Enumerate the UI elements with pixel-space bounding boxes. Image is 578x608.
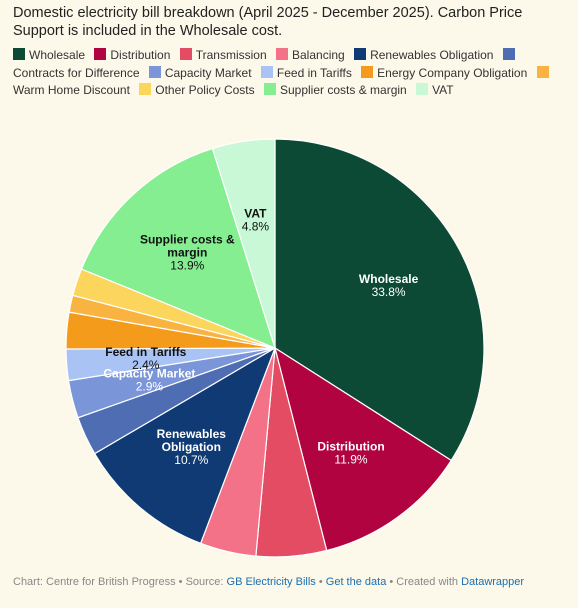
legend-swatch <box>139 83 152 95</box>
legend-swatch <box>536 65 549 78</box>
slice-value-label: 2.9% <box>136 379 164 393</box>
slice-value-label: 2.4% <box>132 358 160 372</box>
pie-slice-wholesale[interactable] <box>274 138 485 462</box>
slice-label: Obligation <box>162 440 221 454</box>
legend-swatch <box>148 65 161 78</box>
slice-label: Supplier costs & <box>140 233 235 247</box>
footer-sep: • <box>315 576 326 588</box>
legend-item: Contracts for Difference <box>13 48 519 80</box>
footer-created-with: • Created with <box>386 576 462 588</box>
legend-item: Transmission <box>179 48 267 62</box>
legend-swatch <box>354 48 367 60</box>
legend-item: Supplier costs & margin <box>263 83 407 97</box>
legend-swatch <box>416 83 429 95</box>
legend-label: VAT <box>432 83 454 97</box>
legend-item: VAT <box>416 83 454 97</box>
legend-label: Wholesale <box>29 48 86 62</box>
legend-swatch <box>263 83 276 95</box>
legend-swatch <box>502 48 515 60</box>
legend-item: Renewables Obligation <box>354 48 493 62</box>
legend-label: Distribution <box>110 48 171 62</box>
slice-value-label: 13.9% <box>170 259 204 273</box>
get-data-link[interactable]: Get the data <box>325 576 387 588</box>
slice-label: Wholesale <box>359 272 419 286</box>
legend-swatch <box>94 48 107 60</box>
chart-legend: Wholesale Distribution Transmission Bala… <box>13 47 558 100</box>
legend-item: Warm Home Discount <box>13 65 553 97</box>
legend-label: Contracts for Difference <box>13 65 140 80</box>
legend-swatch <box>13 48 25 60</box>
legend-swatch <box>361 65 374 78</box>
legend-item: Other Policy Costs <box>139 83 255 97</box>
slice-value-label: 10.7% <box>174 453 208 467</box>
legend-swatch <box>179 48 192 60</box>
slice-label: Capacity Market <box>103 366 195 380</box>
datawrapper-link[interactable]: Datawrapper <box>461 576 525 588</box>
legend-item: Wholesale <box>13 48 85 62</box>
pie-slice-vat[interactable] <box>211 138 276 349</box>
legend-item: Capacity Market <box>148 65 252 80</box>
chart-footer: Chart: Centre for British Progress • Sou… <box>13 576 524 588</box>
slice-label: Feed in Tariffs <box>105 345 186 359</box>
legend-label: Other Policy Costs <box>155 83 255 97</box>
legend-label: Warm Home Discount <box>13 83 130 97</box>
legend-item: Feed in Tariffs <box>260 65 352 80</box>
legend-label: Transmission <box>195 48 267 62</box>
slice-label: Renewables <box>157 427 227 441</box>
legend-item: Energy Company Obligation <box>361 65 528 80</box>
slice-value-label: 11.9% <box>334 453 367 467</box>
slice-label: margin <box>167 246 207 260</box>
legend-item: Distribution <box>94 48 170 62</box>
slice-value-label: 4.8% <box>242 219 270 233</box>
legend-swatch <box>260 65 273 78</box>
legend-label: Balancing <box>292 48 345 62</box>
legend-label: Supplier costs & margin <box>279 83 407 97</box>
legend-label: Energy Company Obligation <box>377 65 528 80</box>
legend-label: Renewables Obligation <box>370 48 494 62</box>
slice-value-label: 33.8% <box>372 285 406 299</box>
pie-slice-distribution[interactable] <box>274 346 453 552</box>
slice-label: VAT <box>244 206 267 220</box>
legend-label: Capacity Market <box>164 65 252 80</box>
footer-credit: Chart: Centre for British Progress • Sou… <box>13 576 227 588</box>
pie-slice-supplier-costs-margin[interactable] <box>80 147 276 350</box>
chart-title: Domestic electricity bill breakdown (Apr… <box>13 5 523 39</box>
source-link[interactable]: GB Electricity Bills <box>226 576 316 588</box>
legend-swatch <box>276 48 288 60</box>
legend-label: Feed in Tariffs <box>276 65 352 80</box>
legend-item: Balancing <box>276 48 345 62</box>
slice-label: Distribution <box>317 440 384 454</box>
pie-slice-renewables-obligation[interactable] <box>93 346 277 545</box>
